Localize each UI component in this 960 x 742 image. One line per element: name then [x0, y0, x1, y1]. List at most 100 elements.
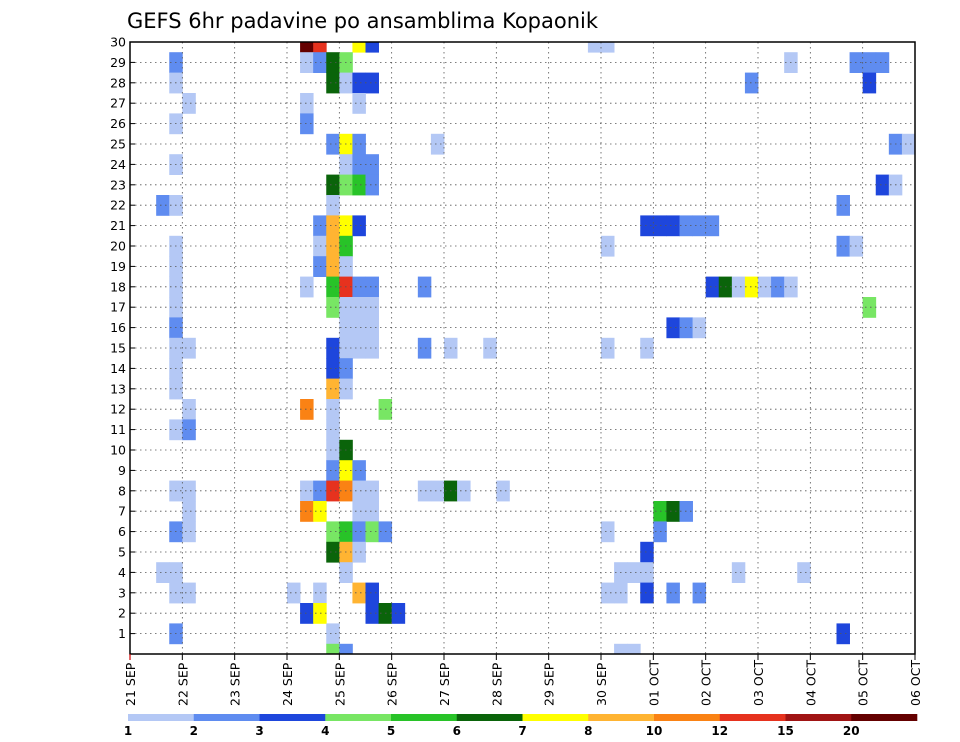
y-tick-label: 26 — [110, 116, 126, 131]
heatmap-cell — [365, 603, 379, 624]
y-tick-label: 10 — [110, 443, 126, 458]
y-tick-label: 30 — [110, 35, 126, 50]
heatmap-cell — [300, 276, 314, 298]
heatmap-cell — [352, 317, 366, 339]
x-tick-label: 23 SEP — [228, 662, 243, 706]
chart-title: GEFS 6hr padavine po ansamblima Kopaonik — [127, 9, 599, 33]
heatmap-cell — [182, 521, 196, 543]
heatmap-cell — [771, 276, 785, 298]
heatmap-cell — [326, 215, 340, 237]
heatmap-cell — [326, 174, 340, 196]
y-tick-label: 17 — [110, 300, 126, 315]
x-tick-label: 25 SEP — [332, 662, 347, 706]
heatmap-cell — [352, 664, 365, 685]
y-tick-label: 9 — [118, 463, 126, 478]
heatmap-cell — [352, 297, 366, 318]
y-tick-label: 7 — [118, 504, 126, 519]
y-tick-label: 5 — [118, 545, 126, 560]
colorbar-label: 20 — [843, 724, 860, 738]
heatmap-cell — [352, 521, 366, 543]
heatmap-cell — [430, 133, 445, 155]
heatmap-cell — [875, 174, 890, 196]
y-tick-label: 22 — [110, 198, 126, 213]
colorbar-segment — [391, 714, 458, 721]
colorbar-label: 2 — [190, 724, 198, 738]
colorbar-label: 15 — [777, 724, 794, 738]
heatmap-cell — [326, 439, 340, 461]
heatmap-cell — [326, 399, 340, 420]
heatmap-cell — [601, 582, 615, 604]
y-tick-label: 29 — [110, 55, 126, 70]
colorbar-label: 1 — [124, 724, 132, 738]
y-tick-label: 12 — [110, 402, 126, 417]
heatmap-cell — [627, 643, 641, 654]
heatmap-cell — [326, 195, 340, 216]
colorbar-segment — [259, 714, 326, 721]
heatmap-cell — [326, 297, 340, 318]
colorbar-label: 6 — [453, 724, 461, 738]
heatmap-cell — [366, 664, 379, 685]
y-tick-label: 25 — [110, 137, 126, 152]
heatmap-cell — [365, 42, 379, 53]
heatmap-cell — [731, 562, 746, 583]
heatmap-cell — [614, 643, 628, 654]
heatmap-cell — [352, 480, 366, 502]
heatmap-cell — [692, 215, 707, 237]
heatmap-cell — [352, 174, 366, 196]
x-tick-label: 04 OCT — [803, 660, 818, 706]
heatmap-cell — [457, 480, 471, 502]
heatmap-cell — [915, 338, 928, 359]
heatmap-cell — [666, 582, 680, 604]
colorbar-label: 5 — [387, 724, 395, 738]
heatmap-cell — [182, 399, 196, 420]
heatmap-cell — [352, 582, 366, 604]
heatmap-cell — [365, 297, 379, 318]
y-tick-label: 23 — [110, 177, 126, 192]
heatmap-cell — [640, 337, 654, 359]
heatmap-cell — [287, 582, 301, 604]
heatmap-cell — [365, 317, 379, 339]
heatmap-cell — [640, 562, 654, 583]
heatmap-cell — [182, 419, 196, 441]
x-axis: 21 SEP 22 SEP 23 SEP 24 SEP 25 SEP 26 SEP 27 S… — [123, 654, 923, 706]
heatmap-cell — [313, 256, 327, 277]
heatmap-cell — [601, 42, 615, 53]
x-tick-label: 26 SEP — [385, 662, 400, 706]
heatmap-cell — [640, 582, 654, 604]
heatmap-cell — [705, 276, 720, 298]
heatmap-cell — [182, 480, 196, 502]
heatmap-cell — [862, 72, 877, 94]
heatmap-cell — [352, 541, 366, 563]
x-tick-label: 22 SEP — [175, 662, 190, 706]
heatmap-cell — [352, 276, 366, 298]
heatmap-cell — [182, 582, 196, 604]
heatmap-cell — [156, 562, 170, 583]
x-tick-label: 29 SEP — [542, 662, 557, 706]
heatmap-cell — [352, 337, 366, 359]
heatmap-cell — [326, 378, 340, 400]
y-tick-label: 16 — [110, 320, 126, 335]
heatmap-cell — [313, 603, 327, 624]
heatmap-cell — [901, 133, 915, 155]
heatmap-cell — [326, 72, 340, 94]
heatmap-cell — [352, 42, 366, 53]
heatmap-cell — [182, 337, 196, 359]
heatmap-cell — [313, 235, 327, 257]
heatmap-cell — [326, 256, 340, 277]
x-tick-label: 02 OCT — [699, 660, 714, 706]
y-tick-label: 28 — [110, 75, 126, 90]
y-tick-label: 2 — [118, 606, 126, 621]
heatmap-cell — [326, 623, 340, 645]
heatmap-cell — [417, 337, 432, 359]
y-tick-label: 20 — [110, 239, 126, 254]
y-tick-label: 6 — [118, 524, 126, 539]
heatmap-cell — [836, 623, 850, 645]
y-tick-label: 1 — [118, 626, 126, 641]
y-axis: 1234567891011121314151617181920212223242… — [110, 35, 135, 641]
heatmap-cell — [326, 419, 340, 441]
x-tick-label: 05 OCT — [856, 660, 871, 706]
heatmap-cell — [313, 52, 327, 73]
heatmap-cell — [862, 52, 877, 73]
y-tick-label: 18 — [110, 279, 126, 294]
heatmap-cell — [601, 521, 615, 543]
